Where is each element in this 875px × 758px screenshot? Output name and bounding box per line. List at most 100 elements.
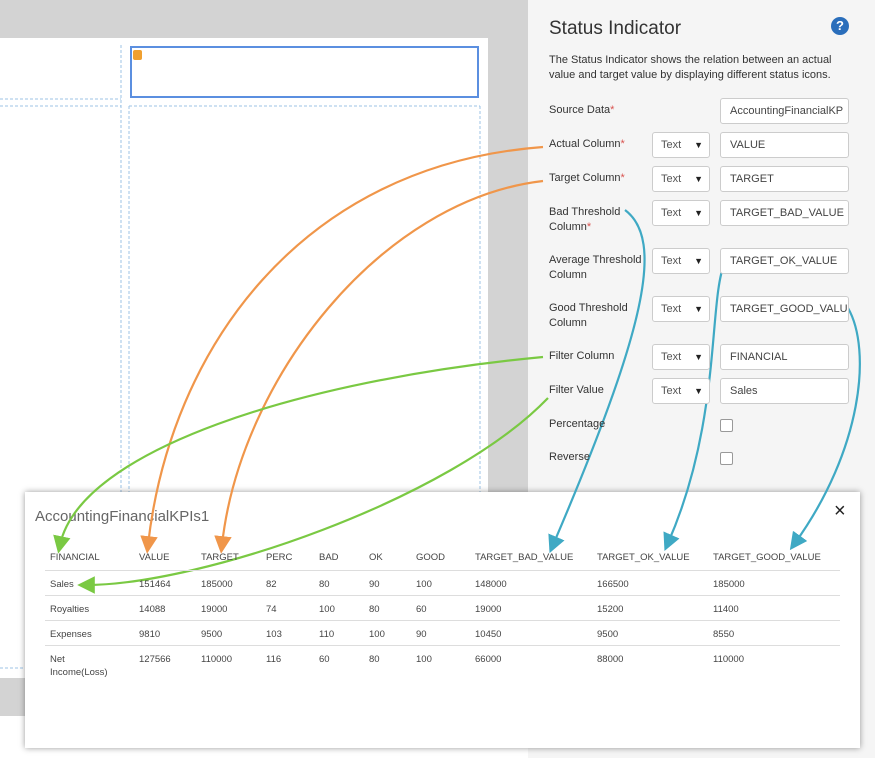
dialog-title: AccountingFinancialKPIs1	[35, 508, 210, 525]
connector-arrow	[53, 355, 544, 554]
column-header[interactable]: TARGET_OK_VALUE	[597, 552, 690, 563]
text-input[interactable]: Sales	[720, 378, 849, 404]
table-cell: 110	[319, 629, 335, 640]
checkbox[interactable]	[720, 452, 733, 465]
type-select[interactable]: Text	[652, 248, 710, 274]
table-cell: 90	[416, 629, 427, 640]
table-cell: Expenses	[50, 629, 92, 640]
table-cell: 90	[369, 579, 380, 590]
type-select[interactable]: Text	[652, 132, 710, 158]
text-input[interactable]: TARGET_BAD_VALUE	[720, 200, 849, 226]
help-icon[interactable]: ?	[831, 17, 849, 35]
connector-arrow	[663, 261, 727, 552]
table-cell: 9500	[597, 629, 619, 640]
table-cell: 14088	[139, 604, 166, 615]
table-cell: 185000	[201, 579, 233, 590]
connector-arrow	[140, 145, 544, 554]
field-label-text: Target Column	[549, 172, 621, 184]
text-input[interactable]: AccountingFinancialKP	[720, 98, 849, 124]
text-input[interactable]: VALUE	[720, 132, 849, 158]
field-label-text: Average Threshold Column	[549, 254, 642, 281]
table-cell: 66000	[475, 654, 502, 665]
table-cell: 100	[416, 654, 432, 665]
checkbox[interactable]	[720, 419, 733, 432]
text-input[interactable]: TARGET_OK_VALUE	[720, 248, 849, 274]
table-cell: 88000	[597, 654, 624, 665]
table-cell: 151464	[139, 579, 171, 590]
required-marker: *	[586, 221, 592, 233]
table-cell: 10450	[475, 629, 502, 640]
selected-widget[interactable]	[130, 46, 479, 98]
column-header[interactable]: TARGET_BAD_VALUE	[475, 552, 574, 563]
column-header[interactable]: TARGET_GOOD_VALUE	[713, 552, 821, 563]
field-label: Percentage	[549, 417, 644, 432]
field-label: Bad Threshold Column*	[549, 205, 644, 235]
table-cell: 100	[369, 629, 385, 640]
table-cell: 8550	[713, 629, 735, 640]
connector-arrow	[789, 307, 861, 551]
connector-arrow	[214, 179, 544, 554]
type-select[interactable]: Text	[652, 378, 710, 404]
table-cell: Sales	[50, 579, 74, 590]
column-header[interactable]: GOOD	[416, 552, 446, 563]
type-select[interactable]: Text	[652, 200, 710, 226]
field-label: Good Threshold Column	[549, 301, 644, 331]
field-label: Filter Value	[549, 383, 644, 398]
field-label-text: Bad Threshold Column	[549, 206, 621, 233]
text-input[interactable]: TARGET	[720, 166, 849, 192]
column-header[interactable]: VALUE	[139, 552, 170, 563]
text-input[interactable]: TARGET_GOOD_VALUE	[720, 296, 849, 322]
type-select[interactable]: Text	[652, 166, 710, 192]
field-label: Source Data*	[549, 103, 644, 118]
table-cell: 60	[416, 604, 427, 615]
table-cell: 80	[369, 604, 380, 615]
row-divider	[45, 620, 840, 621]
table-cell: 19000	[201, 604, 228, 615]
table-cell: 80	[319, 579, 330, 590]
field-label: Actual Column*	[549, 137, 644, 152]
table-cell: 9810	[139, 629, 161, 640]
row-divider	[45, 645, 840, 646]
close-button[interactable]: ×	[834, 500, 846, 522]
table-cell: 15200	[597, 604, 624, 615]
table-cell: 103	[266, 629, 282, 640]
field-label-text: Actual Column	[549, 138, 621, 150]
column-header[interactable]: BAD	[319, 552, 339, 563]
table-cell: 100	[416, 579, 432, 590]
column-header[interactable]: TARGET	[201, 552, 239, 563]
text-input[interactable]: FINANCIAL	[720, 344, 849, 370]
table-cell: 9500	[201, 629, 223, 640]
panel-description: The Status Indicator shows the relation …	[549, 54, 832, 81]
column-header[interactable]: OK	[369, 552, 383, 563]
type-select[interactable]: Text	[652, 296, 710, 322]
table-cell: 11400	[713, 604, 739, 615]
table-cell: 19000	[475, 604, 502, 615]
field-label-text: Filter Column	[549, 350, 615, 362]
table-cell: 82	[266, 579, 277, 590]
field-label-text: Percentage	[549, 418, 606, 430]
required-marker: *	[620, 138, 625, 150]
row-divider	[45, 595, 840, 596]
type-select[interactable]: Text	[652, 344, 710, 370]
table-cell: 110000	[201, 654, 232, 665]
field-label: Average Threshold Column	[549, 253, 644, 283]
table-cell: 80	[369, 654, 380, 665]
field-label: Target Column*	[549, 171, 644, 186]
table-cell: 60	[319, 654, 330, 665]
widget-handle[interactable]	[133, 50, 142, 60]
table-cell: 185000	[713, 579, 745, 590]
field-label: Filter Column	[549, 349, 644, 364]
field-label-text: Filter Value	[549, 384, 604, 396]
row-divider	[45, 570, 840, 571]
field-label-text: Source Data	[549, 104, 611, 116]
table-cell: 148000	[475, 579, 507, 590]
table-cell: Net Income(Loss)	[50, 654, 108, 678]
column-header[interactable]: FINANCIAL	[50, 552, 100, 563]
column-header[interactable]: PERC	[266, 552, 293, 563]
field-label: Reverse	[549, 450, 644, 465]
field-label-text: Reverse	[549, 451, 590, 463]
table-cell: Royalties	[50, 604, 90, 615]
table-cell: 127566	[139, 654, 171, 665]
